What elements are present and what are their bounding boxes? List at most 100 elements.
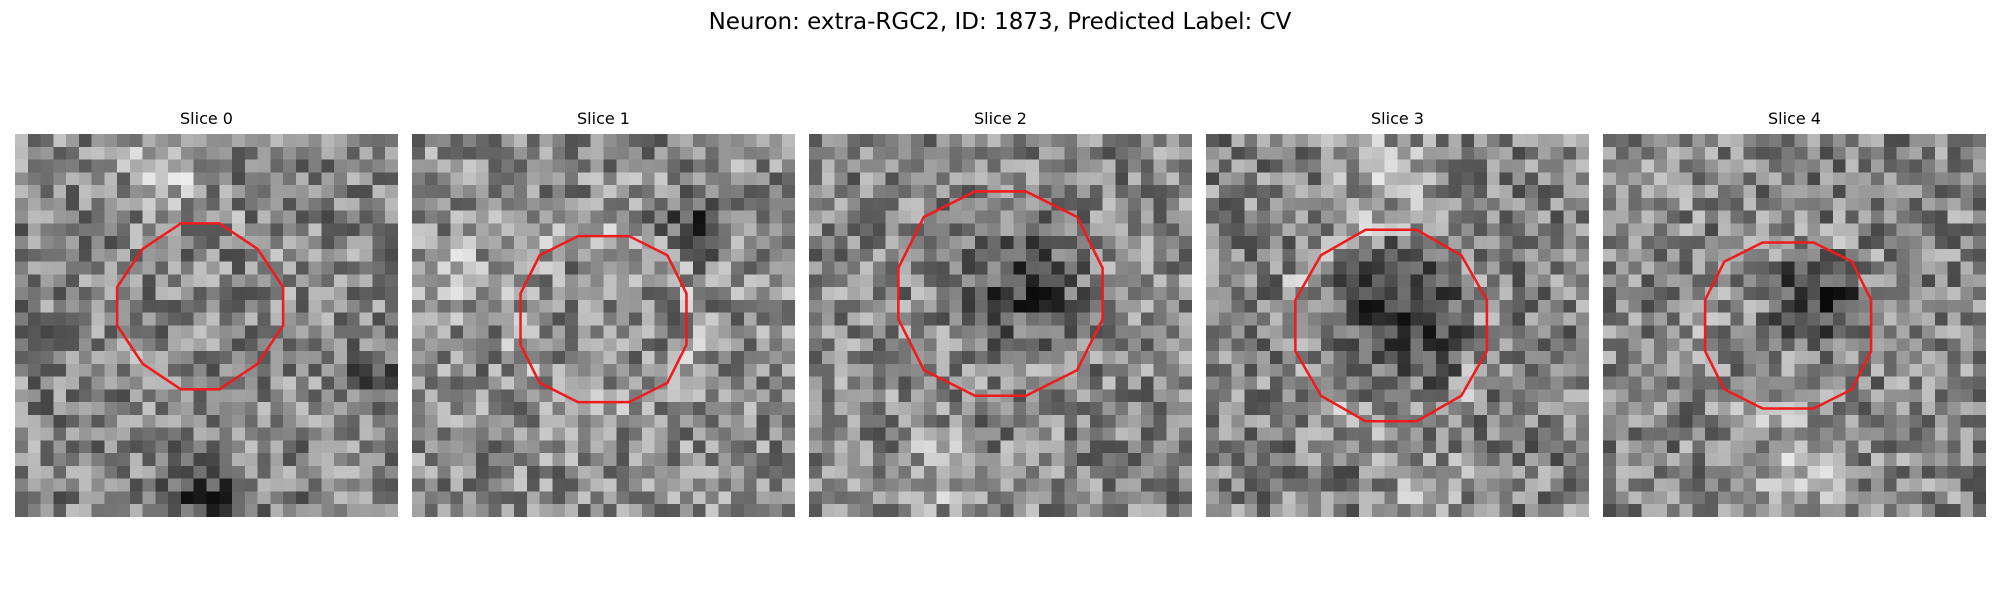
pixel — [1896, 261, 1910, 275]
pixel — [283, 504, 297, 517]
pixel — [295, 210, 309, 224]
pixel — [1231, 146, 1245, 160]
pixel — [437, 146, 451, 160]
pixel — [1947, 351, 1961, 365]
pixel — [1295, 312, 1309, 326]
pixel — [782, 134, 795, 148]
pixel — [834, 440, 848, 454]
pixel — [1973, 312, 1986, 326]
pixel — [809, 223, 823, 237]
pixel — [1384, 274, 1398, 288]
pixel — [1269, 427, 1283, 441]
pixel — [898, 338, 912, 352]
pixel — [66, 185, 80, 199]
pixel — [501, 351, 515, 365]
pixel — [1231, 363, 1245, 377]
pixel — [27, 465, 41, 479]
pixel — [1371, 261, 1385, 275]
pixel — [142, 491, 156, 505]
pixel — [66, 210, 80, 224]
pixel — [1089, 287, 1103, 301]
pixel — [412, 261, 426, 275]
pixel — [475, 146, 489, 160]
pixel — [283, 223, 297, 237]
pixel — [1384, 172, 1398, 186]
pixel — [1320, 389, 1334, 403]
pixel — [654, 236, 668, 250]
pixel — [1576, 414, 1589, 428]
pixel — [718, 491, 732, 505]
pixel — [590, 172, 604, 186]
pixel — [1947, 440, 1961, 454]
pixel — [1102, 172, 1116, 186]
pixel — [987, 376, 1001, 390]
pixel — [1807, 338, 1821, 352]
pixel — [1615, 491, 1629, 505]
pixel — [1781, 274, 1795, 288]
pixel — [142, 172, 156, 186]
pixel — [1615, 261, 1629, 275]
pixel — [526, 146, 540, 160]
pixel — [1333, 376, 1347, 390]
pixel — [53, 414, 67, 428]
pixel — [1320, 325, 1334, 339]
pixel — [1102, 414, 1116, 428]
pixel — [860, 376, 874, 390]
pixel — [463, 197, 477, 211]
pixel — [1768, 134, 1782, 148]
pixel — [1179, 197, 1192, 211]
pixel — [769, 478, 783, 492]
pixel — [1871, 414, 1885, 428]
pixel — [1269, 274, 1283, 288]
pixel — [1410, 338, 1424, 352]
pixel — [117, 223, 131, 237]
pixel — [603, 134, 617, 148]
pixel — [359, 504, 373, 517]
pixel — [809, 427, 823, 441]
pixel — [1013, 312, 1027, 326]
pixel — [782, 338, 795, 352]
pixel — [1461, 159, 1475, 173]
pixel — [1140, 465, 1154, 479]
pixel — [1922, 299, 1936, 313]
pixel — [1269, 223, 1283, 237]
pixel — [936, 287, 950, 301]
pixel — [1603, 414, 1617, 428]
pixel — [1537, 389, 1551, 403]
pixel — [1563, 465, 1577, 479]
pixel — [1000, 414, 1014, 428]
pixel — [885, 478, 899, 492]
pixel — [847, 146, 861, 160]
pixel — [155, 402, 169, 416]
pixel — [1333, 414, 1347, 428]
pixel — [731, 185, 745, 199]
pixel — [1333, 287, 1347, 301]
pixel — [860, 312, 874, 326]
pixel — [334, 491, 348, 505]
pixel — [308, 185, 322, 199]
pixel — [1140, 134, 1154, 148]
pixel — [1051, 299, 1065, 313]
pixel — [424, 363, 438, 377]
pixel — [219, 248, 233, 262]
pixel — [1128, 504, 1142, 517]
pixel — [1550, 478, 1564, 492]
pixel — [1666, 440, 1680, 454]
pixel — [1615, 414, 1629, 428]
pixel — [526, 478, 540, 492]
pixel — [40, 465, 54, 479]
pixel — [424, 223, 438, 237]
pixel — [1832, 197, 1846, 211]
pixel — [155, 338, 169, 352]
pixel — [1371, 172, 1385, 186]
pixel — [1730, 172, 1744, 186]
pixel — [1308, 351, 1322, 365]
pixel — [78, 427, 92, 441]
pixel — [692, 223, 706, 237]
pixel — [782, 197, 795, 211]
pixel — [743, 363, 757, 377]
pixel — [936, 465, 950, 479]
pixel — [1781, 299, 1795, 313]
pixel — [629, 465, 643, 479]
pixel — [1397, 287, 1411, 301]
